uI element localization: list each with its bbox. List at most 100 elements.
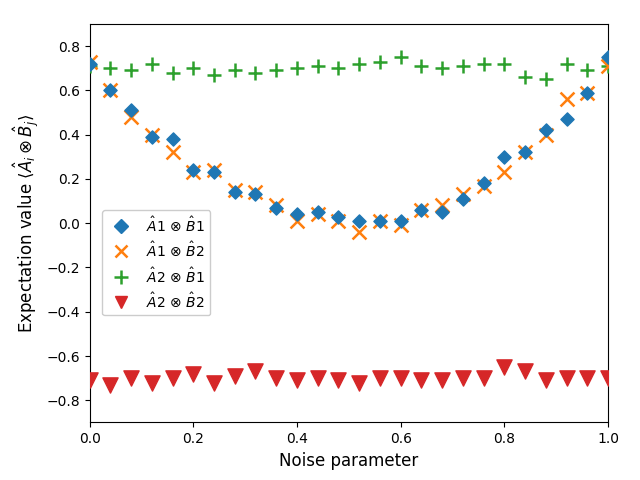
Point bbox=[603, 62, 613, 70]
Point bbox=[147, 131, 157, 139]
Point bbox=[458, 191, 468, 198]
Point bbox=[541, 126, 551, 134]
Point bbox=[271, 374, 282, 382]
Point bbox=[292, 64, 302, 72]
Point bbox=[230, 372, 240, 380]
Point bbox=[375, 217, 385, 225]
Point bbox=[105, 381, 115, 389]
Point bbox=[126, 113, 136, 121]
Point bbox=[168, 148, 178, 156]
Point bbox=[354, 379, 364, 386]
Point bbox=[416, 206, 426, 214]
Point bbox=[84, 376, 95, 384]
Point bbox=[105, 86, 115, 94]
Point bbox=[561, 96, 572, 103]
Point bbox=[312, 211, 323, 218]
Point bbox=[209, 379, 219, 386]
Legend: $\hat{A}$1 $\otimes$ $\hat{B}$1, $\hat{A}$1 $\otimes$ $\hat{B}$2, $\hat{A}$2 $\o: $\hat{A}$1 $\otimes$ $\hat{B}$1, $\hat{A… bbox=[102, 210, 211, 315]
Point bbox=[333, 213, 344, 220]
Point bbox=[354, 217, 364, 225]
Point bbox=[561, 60, 572, 68]
Point bbox=[479, 60, 489, 68]
Point bbox=[561, 115, 572, 123]
Point bbox=[230, 67, 240, 74]
Point bbox=[603, 374, 613, 382]
Point bbox=[437, 208, 447, 216]
Point bbox=[126, 107, 136, 114]
Point bbox=[312, 62, 323, 70]
Point bbox=[105, 86, 115, 94]
Point bbox=[333, 376, 344, 384]
Point bbox=[84, 62, 95, 70]
Point bbox=[354, 228, 364, 236]
Point bbox=[250, 191, 260, 198]
Point bbox=[416, 376, 426, 384]
Point bbox=[582, 374, 593, 382]
Point bbox=[520, 73, 530, 81]
Point bbox=[458, 374, 468, 382]
Point bbox=[499, 168, 509, 176]
Point bbox=[271, 202, 282, 209]
Point bbox=[603, 53, 613, 61]
Point bbox=[582, 89, 593, 96]
Point bbox=[437, 64, 447, 72]
Point bbox=[396, 222, 406, 229]
Point bbox=[375, 58, 385, 65]
Point bbox=[250, 368, 260, 375]
Point bbox=[126, 374, 136, 382]
Point bbox=[479, 182, 489, 190]
Point bbox=[458, 62, 468, 70]
Point bbox=[499, 363, 509, 371]
Y-axis label: Expectation value $\langle\hat{A}_i \otimes \hat{B}_j\rangle$: Expectation value $\langle\hat{A}_i \oti… bbox=[11, 114, 41, 333]
Point bbox=[230, 188, 240, 196]
Point bbox=[375, 374, 385, 382]
Point bbox=[375, 217, 385, 225]
Point bbox=[479, 374, 489, 382]
Point bbox=[541, 131, 551, 139]
Point bbox=[582, 89, 593, 96]
Point bbox=[520, 368, 530, 375]
Point bbox=[126, 67, 136, 74]
Point bbox=[582, 67, 593, 74]
Point bbox=[188, 166, 198, 174]
Point bbox=[168, 135, 178, 143]
Point bbox=[147, 379, 157, 386]
Point bbox=[250, 69, 260, 76]
Point bbox=[312, 374, 323, 382]
Point bbox=[396, 217, 406, 225]
Point bbox=[499, 153, 509, 161]
Point bbox=[250, 188, 260, 196]
Point bbox=[479, 180, 489, 187]
Point bbox=[188, 370, 198, 378]
Point bbox=[147, 133, 157, 141]
Point bbox=[209, 166, 219, 174]
Point bbox=[105, 64, 115, 72]
Point bbox=[603, 62, 613, 70]
Point bbox=[188, 168, 198, 176]
Point bbox=[520, 148, 530, 156]
Point bbox=[84, 58, 95, 65]
Point bbox=[499, 60, 509, 68]
Point bbox=[354, 60, 364, 68]
Point bbox=[561, 374, 572, 382]
Point bbox=[541, 75, 551, 83]
Point bbox=[292, 217, 302, 225]
Point bbox=[209, 168, 219, 176]
Point bbox=[396, 374, 406, 382]
Point bbox=[292, 211, 302, 218]
Point bbox=[209, 71, 219, 79]
Point bbox=[271, 67, 282, 74]
Point bbox=[188, 64, 198, 72]
Point bbox=[416, 206, 426, 214]
Point bbox=[458, 195, 468, 203]
Point bbox=[416, 62, 426, 70]
Point bbox=[396, 53, 406, 61]
Point bbox=[84, 60, 95, 68]
Point bbox=[230, 186, 240, 194]
Point bbox=[168, 69, 178, 76]
Point bbox=[312, 208, 323, 216]
Point bbox=[437, 202, 447, 209]
Point bbox=[541, 376, 551, 384]
Point bbox=[147, 60, 157, 68]
Point bbox=[333, 64, 344, 72]
